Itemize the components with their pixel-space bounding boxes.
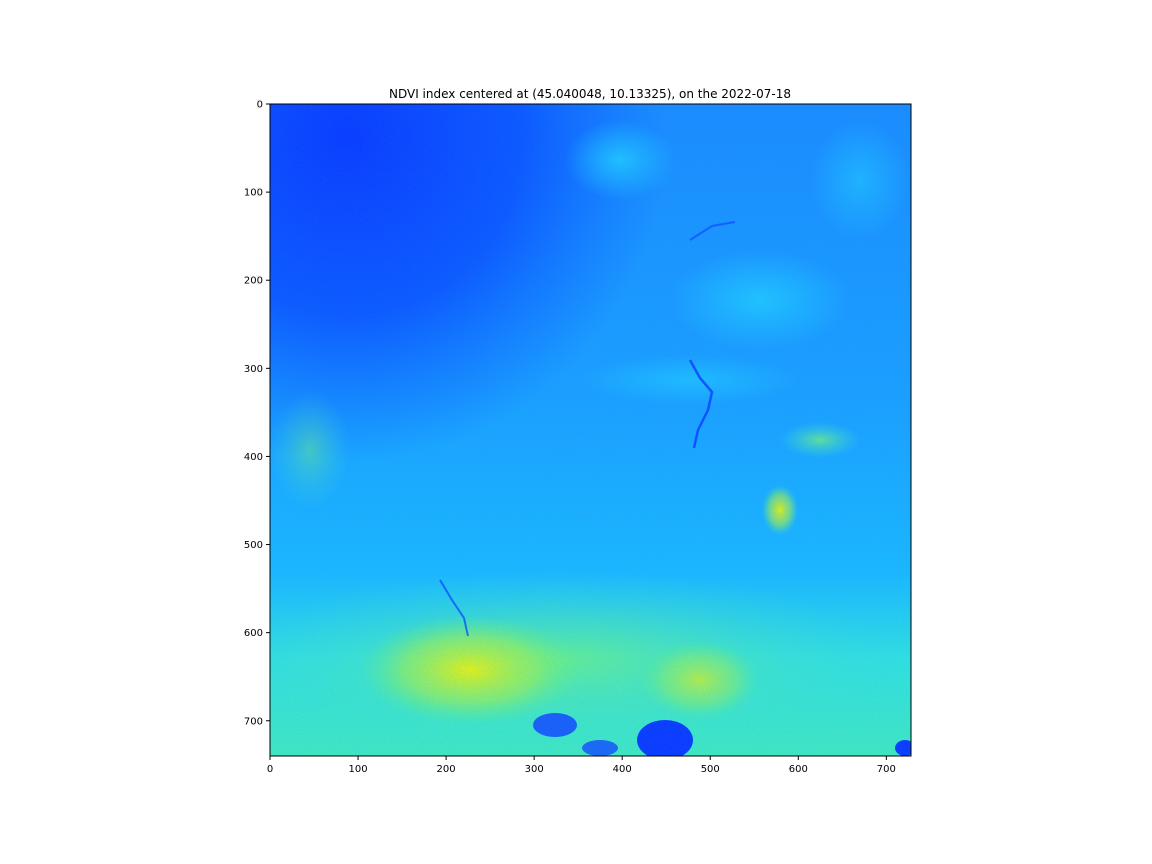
y-tick-label: 500: [244, 540, 263, 551]
x-tick-label: 400: [613, 764, 632, 775]
y-tick-label: 700: [244, 716, 263, 727]
plot-frame: [269, 103, 912, 757]
y-tick-label: 0: [257, 100, 263, 111]
x-tick-label: 300: [525, 764, 544, 775]
x-tick-label: 100: [349, 764, 368, 775]
x-tick-label: 600: [789, 764, 808, 775]
chart-title: NDVI index centered at (45.040048, 10.13…: [389, 87, 791, 101]
y-tick-label: 600: [244, 628, 263, 639]
y-tick-label: 100: [244, 188, 263, 199]
y-tick-label: 200: [244, 276, 263, 287]
ndvi-heatmap-image: [270, 104, 911, 756]
x-tick-label: 0: [267, 764, 273, 775]
y-tick-label: 300: [244, 364, 263, 375]
y-axis: 0 100 200 300 400 500 600 700: [244, 100, 270, 727]
x-axis: 0 100 200 300 400 500 600 700: [267, 756, 896, 775]
x-tick-label: 200: [437, 764, 456, 775]
y-tick-label: 400: [244, 452, 263, 463]
x-tick-label: 500: [701, 764, 720, 775]
x-tick-label: 700: [877, 764, 896, 775]
